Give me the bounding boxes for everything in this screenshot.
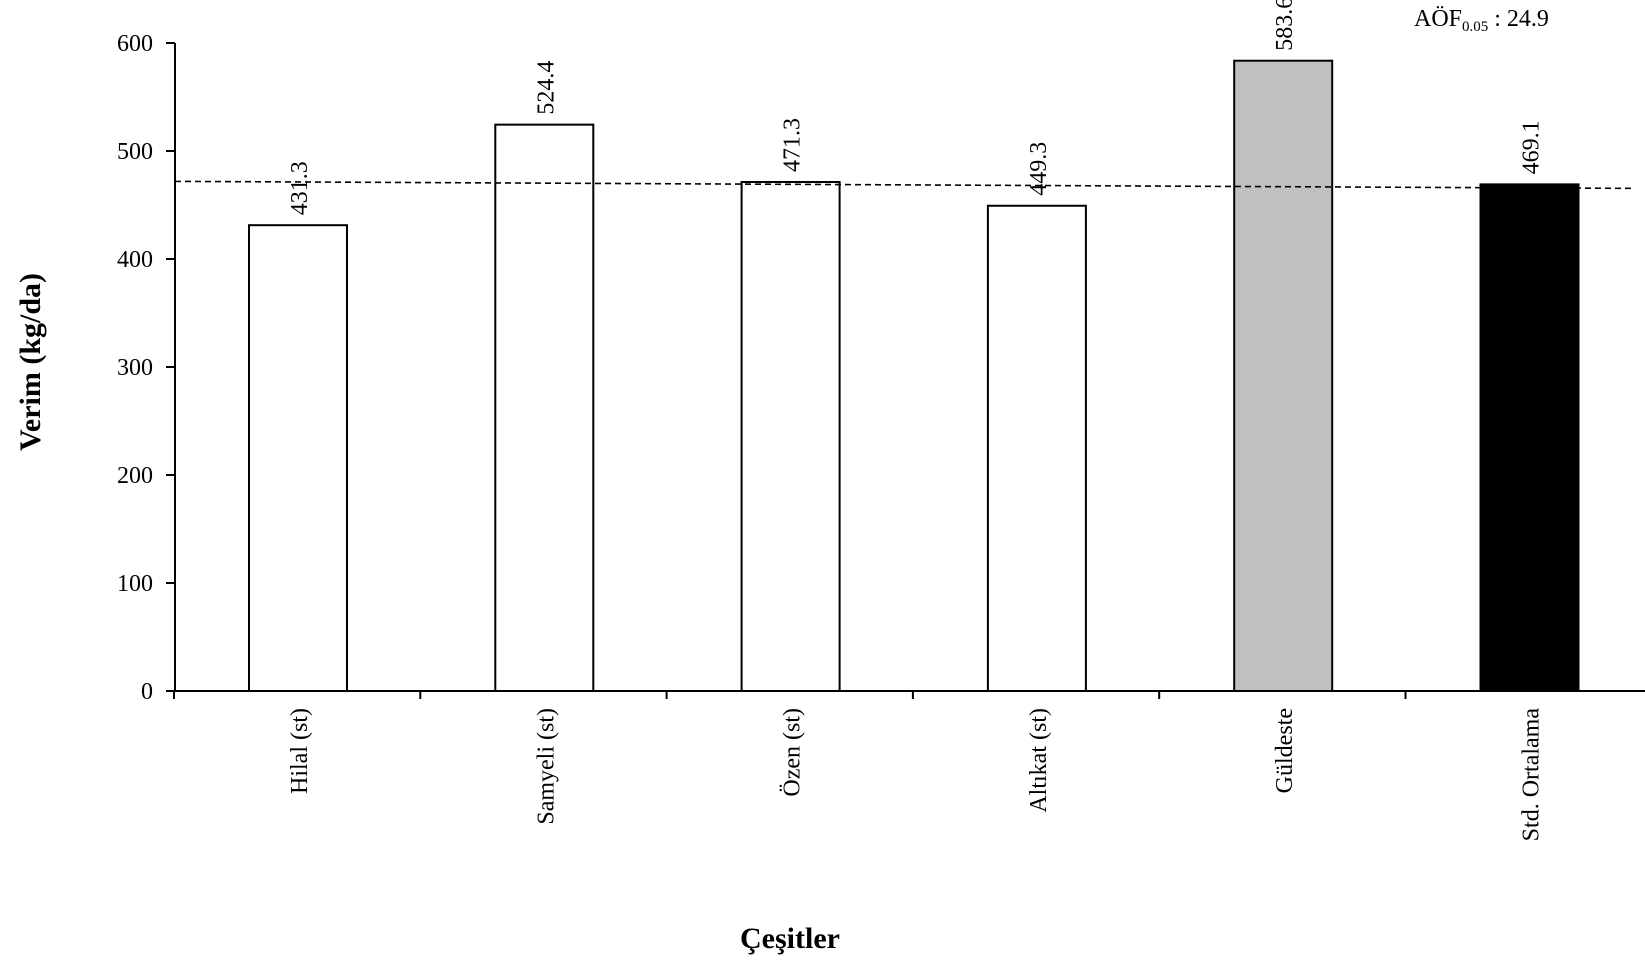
reference-line [174, 180, 1633, 190]
bar-5 [1233, 59, 1334, 693]
y-tick-label: 300 [117, 355, 153, 381]
y-tick-label: 0 [141, 679, 153, 705]
category-label-2: Samyeli (st) [533, 708, 559, 825]
data-label-5: 583.6 [1272, 0, 1298, 51]
y-tick-label: 600 [117, 31, 153, 57]
y-axis: 0 100 200 300 400 500 600 [117, 31, 176, 705]
data-label-1: 431.3 [287, 161, 313, 215]
bar-6 [1479, 183, 1580, 692]
reference-line-group [174, 180, 1633, 190]
category-label-3: Özen (st) [780, 708, 806, 797]
category-label-5: Güldeste [1272, 708, 1298, 793]
y-axis-title: Verim (kg/da) [14, 273, 47, 451]
data-label-2: 524.4 [533, 61, 559, 115]
category-label-6: Std. Ortalama [1519, 708, 1545, 842]
data-label-6: 469.1 [1519, 120, 1545, 174]
y-tick-label: 400 [117, 247, 153, 273]
x-axis [173, 690, 1645, 699]
bars [248, 59, 1580, 693]
significance-annotation: AÖF0.05 : 24.9 [1414, 6, 1549, 35]
data-label-3: 471.3 [780, 118, 806, 172]
bar-1 [248, 224, 348, 692]
annotation-subscript: 0.05 [1462, 19, 1488, 35]
x-axis-title: Çeşitler [740, 922, 840, 955]
data-label-4: 449.3 [1026, 142, 1052, 196]
bar-2 [494, 123, 595, 692]
y-tick-label: 500 [117, 139, 153, 165]
y-tick-label: 200 [117, 463, 153, 489]
data-labels: 431.3 524.4 471.3 449.3 583.6 469.1 [287, 0, 1545, 215]
category-labels: Hilal (st) Samyeli (st) Özen (st) Altıkat (… [287, 708, 1545, 842]
category-label-1: Hilal (st) [287, 708, 313, 794]
y-tick-label: 100 [117, 571, 153, 597]
annotation-value: : 24.9 [1488, 6, 1549, 32]
bar-3 [740, 180, 841, 692]
category-label-4: Altıkat (st) [1026, 708, 1052, 813]
bar-4 [986, 204, 1087, 692]
annotation-main: AÖF [1414, 6, 1462, 32]
